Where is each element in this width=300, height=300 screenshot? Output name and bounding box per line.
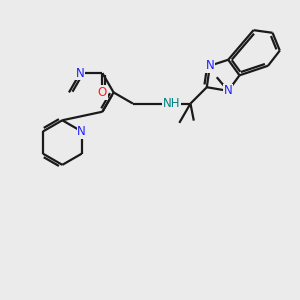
Text: O: O [98, 86, 107, 99]
Text: N: N [76, 67, 85, 80]
Text: N: N [224, 84, 233, 98]
Text: NH: NH [163, 97, 180, 110]
Text: N: N [77, 125, 86, 138]
Text: N: N [206, 59, 214, 72]
